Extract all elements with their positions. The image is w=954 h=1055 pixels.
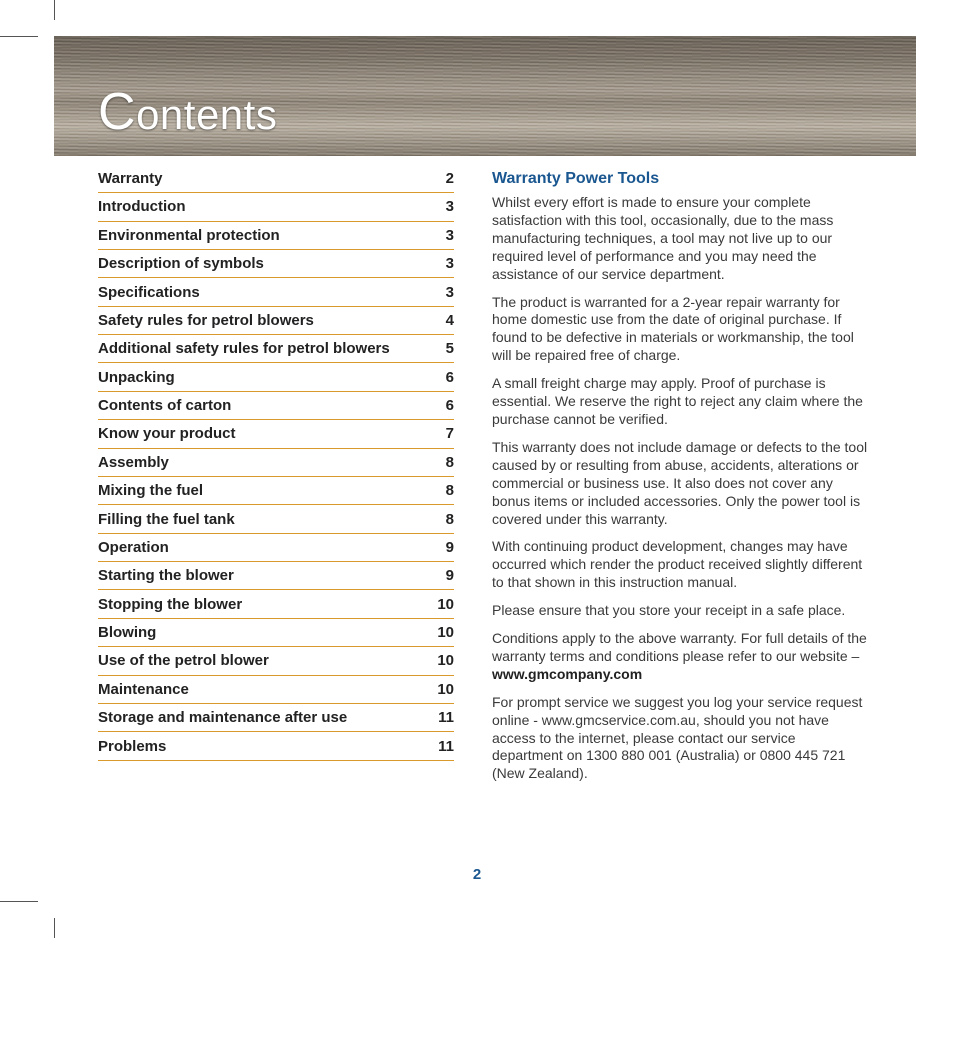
paragraph: A small freight charge may apply. Proof … (492, 375, 870, 429)
content-area: Warranty2Introduction3Environmental prot… (98, 170, 870, 783)
text: Conditions apply to the above warranty. … (492, 630, 867, 664)
toc-row: Additional safety rules for petrol blowe… (98, 335, 454, 363)
toc-row: Mixing the fuel 8 (98, 477, 454, 505)
toc-label: Unpacking (98, 369, 175, 386)
paragraph: This warranty does not include damage or… (492, 439, 870, 529)
warranty-section: Warranty Power Tools Whilst every effort… (492, 170, 870, 783)
toc-row: Filling the fuel tank 8 (98, 505, 454, 533)
toc-row: Maintenance 10 (98, 676, 454, 704)
toc-label: Starting the blower (98, 567, 234, 584)
toc-label: Mixing the fuel (98, 482, 203, 499)
document-page: Contents Warranty2Introduction3Environme… (0, 0, 954, 1055)
crop-mark (0, 36, 38, 37)
toc-page: 7 (436, 425, 454, 442)
toc-row: Environmental protection 3 (98, 222, 454, 250)
toc-label: Problems (98, 738, 166, 755)
crop-mark (54, 0, 55, 20)
toc-label: Warranty (98, 170, 162, 187)
toc-page: 11 (428, 709, 454, 726)
toc-row: Use of the petrol blower 10 (98, 647, 454, 675)
toc-page: 6 (436, 397, 454, 414)
paragraph: With continuing product development, cha… (492, 538, 870, 592)
toc-row: Operation 9 (98, 534, 454, 562)
toc-page: 5 (436, 340, 454, 357)
crop-mark (54, 918, 55, 938)
toc-page: 9 (436, 539, 454, 556)
toc-label: Specifications (98, 284, 200, 301)
toc-row: Specifications 3 (98, 278, 454, 306)
paragraph: The product is warranted for a 2-year re… (492, 294, 870, 366)
toc-row: Problems 11 (98, 732, 454, 760)
page-number: 2 (0, 866, 954, 883)
toc-page: 3 (436, 227, 454, 244)
toc-row: Introduction 3 (98, 193, 454, 221)
toc-label: Use of the petrol blower (98, 652, 269, 669)
toc-label: Know your product (98, 425, 236, 442)
toc-page: 8 (436, 482, 454, 499)
toc-row: Starting the blower 9 (98, 562, 454, 590)
table-of-contents: Warranty2Introduction3Environmental prot… (98, 170, 454, 783)
toc-row: Safety rules for petrol blowers 4 (98, 307, 454, 335)
toc-label: Introduction (98, 198, 185, 215)
toc-label: Maintenance (98, 681, 189, 698)
toc-row: Assembly 8 (98, 449, 454, 477)
toc-page: 9 (436, 567, 454, 584)
toc-page: 3 (436, 198, 454, 215)
page-title: Contents (98, 82, 277, 142)
toc-label: Storage and maintenance after use (98, 709, 347, 726)
toc-page: 6 (436, 369, 454, 386)
paragraph: Conditions apply to the above warranty. … (492, 630, 870, 684)
toc-page: 10 (427, 596, 454, 613)
toc-row: Contents of carton 6 (98, 392, 454, 420)
paragraph: Please ensure that you store your receip… (492, 602, 870, 620)
toc-row: Know your product 7 (98, 420, 454, 448)
toc-row: Storage and maintenance after use 11 (98, 704, 454, 732)
toc-label: Contents of carton (98, 397, 231, 414)
toc-page: 8 (436, 511, 454, 528)
paragraph: For prompt service we suggest you log yo… (492, 694, 870, 784)
title-rest: ontents (136, 91, 277, 138)
toc-page: 8 (436, 454, 454, 471)
toc-page: 4 (436, 312, 454, 329)
website-url: www.gmcompany.com (492, 666, 642, 682)
toc-label: Description of symbols (98, 255, 264, 272)
toc-label: Environmental protection (98, 227, 280, 244)
toc-page: 11 (428, 738, 454, 755)
title-initial: C (98, 83, 136, 141)
section-heading: Warranty Power Tools (492, 170, 870, 188)
toc-row: Description of symbols 3 (98, 250, 454, 278)
toc-label: Stopping the blower (98, 596, 242, 613)
toc-row: Blowing 10 (98, 619, 454, 647)
toc-row: Stopping the blower 10 (98, 590, 454, 618)
toc-page: 2 (436, 170, 454, 187)
toc-page: 10 (427, 624, 454, 641)
header-banner: Contents (54, 36, 916, 156)
toc-label: Safety rules for petrol blowers (98, 312, 314, 329)
toc-label: Operation (98, 539, 169, 556)
paragraph: Whilst every effort is made to ensure yo… (492, 194, 870, 284)
toc-page: 3 (436, 255, 454, 272)
toc-page: 10 (427, 681, 454, 698)
toc-label: Assembly (98, 454, 169, 471)
toc-label: Blowing (98, 624, 156, 641)
toc-page: 10 (427, 652, 454, 669)
toc-row: Warranty 2 (98, 170, 454, 193)
toc-page: 3 (436, 284, 454, 301)
toc-row: Unpacking 6 (98, 363, 454, 391)
toc-label: Filling the fuel tank (98, 511, 235, 528)
toc-label: Additional safety rules for petrol blowe… (98, 340, 390, 357)
crop-mark (0, 901, 38, 902)
